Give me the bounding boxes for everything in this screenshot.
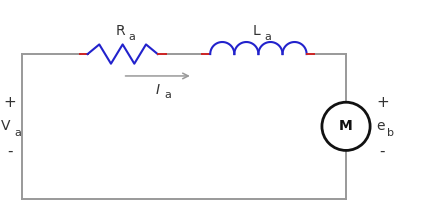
Text: -: - xyxy=(7,144,12,159)
Text: M: M xyxy=(339,119,353,133)
Text: b: b xyxy=(387,128,394,138)
Text: +: + xyxy=(376,95,389,110)
Text: I: I xyxy=(155,83,160,97)
Text: L: L xyxy=(252,24,260,38)
Text: a: a xyxy=(129,32,136,42)
Text: a: a xyxy=(14,128,21,138)
Text: a: a xyxy=(265,32,272,42)
Text: -: - xyxy=(380,144,385,159)
Text: V: V xyxy=(0,119,10,133)
Text: a: a xyxy=(164,90,171,100)
Text: R: R xyxy=(116,24,125,38)
Text: +: + xyxy=(3,95,16,110)
Text: e: e xyxy=(376,119,385,133)
